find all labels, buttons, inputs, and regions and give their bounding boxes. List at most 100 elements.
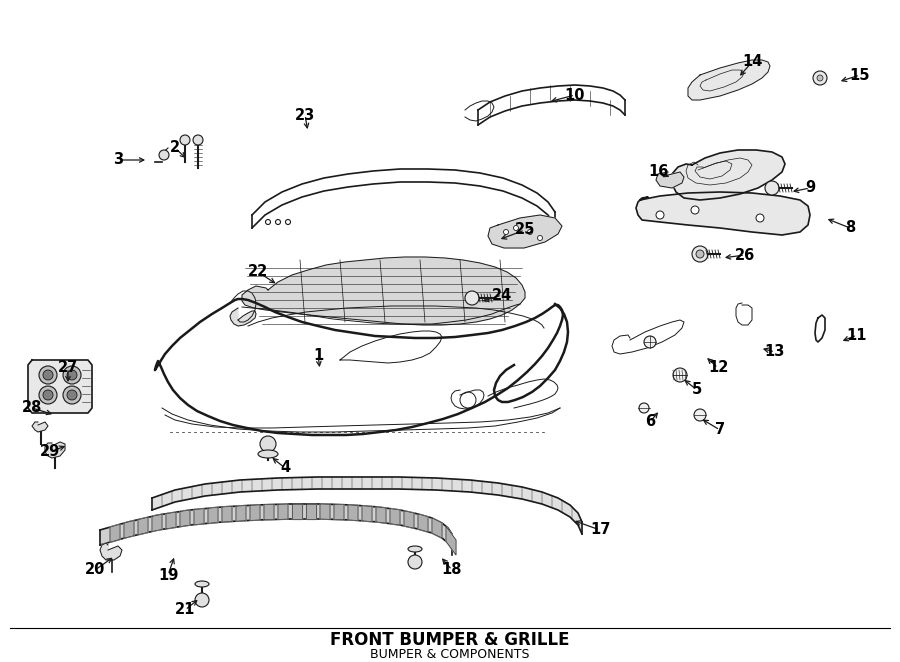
Polygon shape <box>432 518 442 538</box>
Text: 4: 4 <box>280 461 290 475</box>
Circle shape <box>813 71 827 85</box>
Text: 6: 6 <box>645 414 655 430</box>
Circle shape <box>691 206 699 214</box>
Polygon shape <box>236 506 246 521</box>
Polygon shape <box>138 517 148 535</box>
Circle shape <box>756 214 764 222</box>
Text: 15: 15 <box>850 68 870 83</box>
Polygon shape <box>334 504 344 520</box>
Text: 25: 25 <box>515 222 536 238</box>
Circle shape <box>63 366 81 384</box>
Polygon shape <box>152 477 582 534</box>
Polygon shape <box>446 526 456 555</box>
Circle shape <box>159 150 169 160</box>
Circle shape <box>43 390 53 400</box>
Polygon shape <box>45 442 65 458</box>
Text: 29: 29 <box>40 444 60 459</box>
Text: 24: 24 <box>492 287 512 303</box>
Circle shape <box>260 436 276 452</box>
Circle shape <box>266 220 271 224</box>
Circle shape <box>275 220 281 224</box>
Circle shape <box>39 386 57 404</box>
Polygon shape <box>404 511 414 528</box>
Polygon shape <box>418 514 428 532</box>
Circle shape <box>527 230 533 234</box>
Polygon shape <box>656 172 684 188</box>
Polygon shape <box>292 504 302 519</box>
Circle shape <box>503 230 508 234</box>
Polygon shape <box>100 543 122 560</box>
Text: BUMPER & COMPONENTS: BUMPER & COMPONENTS <box>370 649 530 661</box>
Text: 19: 19 <box>158 567 178 583</box>
Circle shape <box>63 386 81 404</box>
Polygon shape <box>32 422 48 432</box>
Text: 11: 11 <box>847 328 868 342</box>
Polygon shape <box>242 257 525 325</box>
Polygon shape <box>278 504 288 520</box>
Text: 20: 20 <box>85 563 105 577</box>
Polygon shape <box>124 520 134 538</box>
Polygon shape <box>362 506 372 522</box>
Polygon shape <box>222 506 232 522</box>
Text: 2: 2 <box>170 140 180 156</box>
Polygon shape <box>688 60 770 100</box>
Circle shape <box>765 181 779 195</box>
Circle shape <box>673 368 687 382</box>
Polygon shape <box>250 505 260 520</box>
Polygon shape <box>488 215 562 248</box>
Polygon shape <box>152 514 162 532</box>
Text: 8: 8 <box>845 220 855 236</box>
Circle shape <box>180 135 190 145</box>
Text: 7: 7 <box>715 422 725 438</box>
Circle shape <box>193 135 203 145</box>
Text: 13: 13 <box>765 344 785 359</box>
Circle shape <box>639 403 649 413</box>
Circle shape <box>694 409 706 421</box>
Circle shape <box>67 370 77 380</box>
Text: 14: 14 <box>742 54 762 70</box>
Text: 18: 18 <box>442 563 463 577</box>
Polygon shape <box>348 505 358 520</box>
Polygon shape <box>110 524 120 542</box>
Circle shape <box>43 370 53 380</box>
Ellipse shape <box>408 546 422 552</box>
Circle shape <box>408 555 422 569</box>
Circle shape <box>67 390 77 400</box>
Circle shape <box>514 226 518 230</box>
Text: 22: 22 <box>248 265 268 279</box>
Circle shape <box>465 291 479 305</box>
Circle shape <box>285 220 291 224</box>
Circle shape <box>656 211 664 219</box>
Text: 23: 23 <box>295 107 315 122</box>
Polygon shape <box>306 504 316 519</box>
Text: 1: 1 <box>313 348 323 363</box>
Polygon shape <box>208 507 218 524</box>
Polygon shape <box>390 508 400 525</box>
Polygon shape <box>180 510 190 526</box>
Polygon shape <box>264 504 274 520</box>
Text: 12: 12 <box>707 361 728 375</box>
Text: 16: 16 <box>648 164 668 179</box>
Polygon shape <box>100 504 452 555</box>
Polygon shape <box>166 512 176 529</box>
Circle shape <box>39 366 57 384</box>
Circle shape <box>644 336 656 348</box>
Circle shape <box>195 593 209 607</box>
Text: 3: 3 <box>112 152 123 167</box>
Text: 17: 17 <box>590 522 610 538</box>
Text: 5: 5 <box>692 383 702 397</box>
Text: 21: 21 <box>175 602 195 618</box>
Circle shape <box>537 236 543 240</box>
Circle shape <box>696 250 704 258</box>
Text: 28: 28 <box>22 401 42 416</box>
Polygon shape <box>636 192 810 235</box>
Ellipse shape <box>258 450 278 458</box>
Text: FRONT BUMPER & GRILLE: FRONT BUMPER & GRILLE <box>330 631 570 649</box>
Polygon shape <box>320 504 330 519</box>
Circle shape <box>692 246 708 262</box>
Text: 10: 10 <box>565 87 585 103</box>
Polygon shape <box>28 360 92 413</box>
Polygon shape <box>672 150 785 200</box>
Ellipse shape <box>195 581 209 587</box>
Circle shape <box>817 75 823 81</box>
